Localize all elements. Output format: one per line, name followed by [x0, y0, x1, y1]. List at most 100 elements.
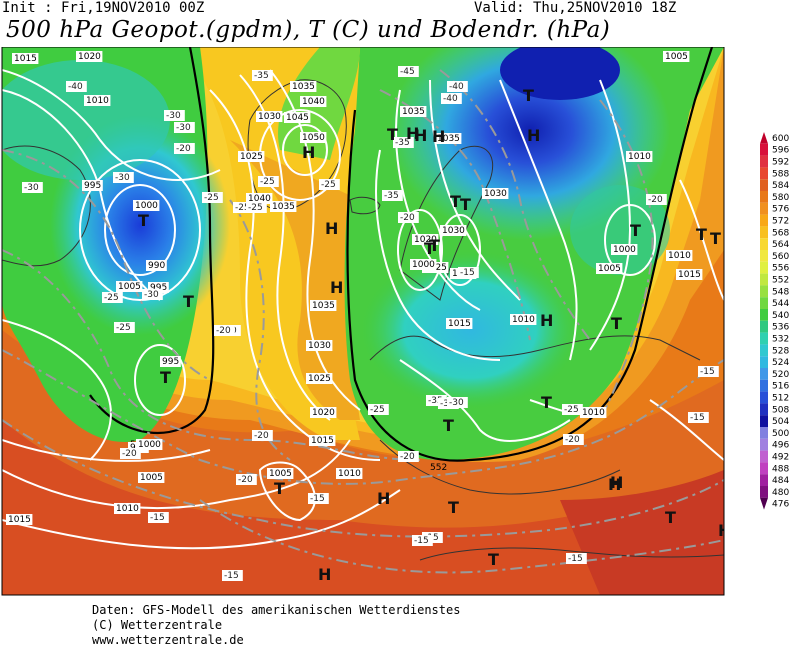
isobar-label-bg — [136, 439, 163, 450]
isobar-label: 1035 — [437, 134, 460, 144]
isobar-label: 1035 — [312, 301, 335, 311]
isotherm-label: -25 — [260, 177, 275, 187]
valid-time: Valid: Thu,25NOV2010 18Z — [474, 0, 677, 16]
legend-swatch — [760, 309, 768, 321]
legend-swatch — [760, 273, 768, 286]
legend-swatch — [760, 462, 768, 475]
isobar-label-bg — [435, 133, 462, 144]
legend-value: 560 — [772, 252, 789, 262]
isobar-label: 1035 — [272, 202, 295, 212]
pressure-center-marker: H — [377, 489, 390, 508]
isobar-label-bg — [114, 503, 141, 514]
legend-value: 508 — [772, 405, 789, 415]
isotherm-label: -20 — [238, 475, 253, 485]
isotherm-label-bg — [252, 430, 273, 441]
isobar-label: 1005 — [269, 469, 292, 479]
legend-value: 536 — [772, 323, 789, 333]
isobar-label-bg — [306, 373, 333, 384]
legend-value: 520 — [772, 370, 789, 380]
isotherm-label: -15 — [224, 571, 239, 581]
isobar-label-bg — [238, 151, 265, 162]
legend-swatch — [760, 379, 768, 392]
contour-552 — [89, 47, 215, 434]
isobar-label: 995 — [84, 181, 101, 191]
isobar-label-bg — [580, 407, 607, 418]
pressure-center-marker: T — [665, 508, 676, 527]
isobar-label: 1030 — [442, 226, 465, 236]
isobar-label: 1000 — [138, 440, 161, 450]
pressure-center-marker: H — [414, 126, 427, 145]
legend-swatch — [760, 132, 768, 144]
weather-map: 552552552 101510201010995100010059909959… — [1, 47, 789, 596]
isotherm-label: -20 — [254, 431, 269, 441]
isotherm-label-bg — [412, 535, 433, 546]
isotherm-label: -15 — [414, 536, 429, 546]
isotherm-label-bg — [120, 448, 141, 459]
isotherm-label: -15 — [460, 268, 475, 278]
footer-copyright: (C) Wetterzentrale — [92, 618, 223, 632]
isotherm-label-bg — [142, 289, 163, 300]
isobar-label: 1035 — [292, 82, 315, 92]
isotherm-label-bg — [458, 267, 479, 278]
legend-value: 568 — [772, 228, 789, 238]
isobar-label-bg — [666, 250, 693, 261]
footer-data-source: Daten: GFS-Modell des amerikanischen Wet… — [92, 603, 461, 617]
pressure-center-marker: T — [541, 393, 552, 412]
footer-website[interactable]: www.wetterzentrale.de — [92, 633, 244, 647]
contour-552-label: 552 — [430, 463, 447, 473]
iceland-outline — [349, 196, 381, 215]
legend-value: 488 — [772, 464, 789, 474]
pressure-center-marker: H — [318, 565, 331, 584]
isotherm-label: -40 — [68, 82, 83, 92]
legend-swatch — [760, 344, 768, 357]
legend-value: 596 — [772, 146, 789, 156]
isobar-label: 1005 — [598, 264, 621, 274]
legend-swatch — [760, 415, 768, 427]
isobar-label-bg — [596, 263, 623, 274]
isotherm-label-bg — [398, 66, 419, 77]
contour-552-east — [346, 47, 714, 462]
legend-swatch — [760, 238, 768, 250]
init-time: Init : Fri,19NOV2010 00Z — [2, 0, 205, 16]
legend-swatch — [760, 497, 768, 510]
pressure-center-marker: T — [710, 229, 721, 248]
pressure-center-marker: H — [527, 126, 540, 145]
isobar-label: 1005 — [140, 473, 163, 483]
pressure-center-marker: H — [718, 521, 731, 540]
isotherm-label-bg — [233, 202, 254, 213]
isotherm-label: -30 — [176, 123, 191, 133]
isotherm-label: -30 — [115, 173, 130, 183]
isobar-label-bg — [676, 269, 703, 280]
scandinavia-outline — [399, 145, 494, 301]
legend-value: 532 — [772, 335, 789, 345]
isotherm-label-bg — [258, 176, 279, 187]
isobar-label-bg — [440, 225, 467, 236]
pressure-center-marker: H — [302, 143, 315, 162]
isobar-label: 1020 — [312, 408, 335, 418]
isotherm-label-bg — [393, 137, 414, 148]
footer: Daten: GFS-Modell des amerikanischen Wet… — [92, 603, 460, 648]
isobar-label-bg — [482, 188, 509, 199]
pressure-center-marker: H — [406, 124, 419, 143]
legend-value: 496 — [772, 441, 789, 451]
isotherm-label-bg — [246, 202, 267, 213]
map-frame — [1, 47, 725, 596]
isotherm-label: -20 — [216, 326, 231, 336]
isobar-label-bg — [310, 300, 337, 311]
legend-swatch — [760, 143, 768, 156]
isobar-label: 990 — [148, 261, 165, 271]
isobars — [2, 69, 724, 550]
pressure-center-marker: H — [325, 219, 338, 238]
isotherm-label: -25 — [204, 193, 219, 203]
map-title: 500 hPa Geopot.(gpdm), T (C) und Bodendr… — [6, 17, 611, 43]
legend-swatch — [760, 320, 768, 333]
legend-value: 556 — [772, 264, 789, 274]
legend-value: 572 — [772, 217, 789, 227]
isotherm-label-bg — [66, 81, 87, 92]
isotherm-label: -40 — [449, 82, 464, 92]
isotherm-label: -20 — [565, 435, 580, 445]
pressure-center-marker: H — [610, 473, 623, 492]
legend-swatch — [760, 450, 768, 463]
isobar-label: 1025 — [308, 374, 331, 384]
legend-swatch — [760, 391, 768, 404]
